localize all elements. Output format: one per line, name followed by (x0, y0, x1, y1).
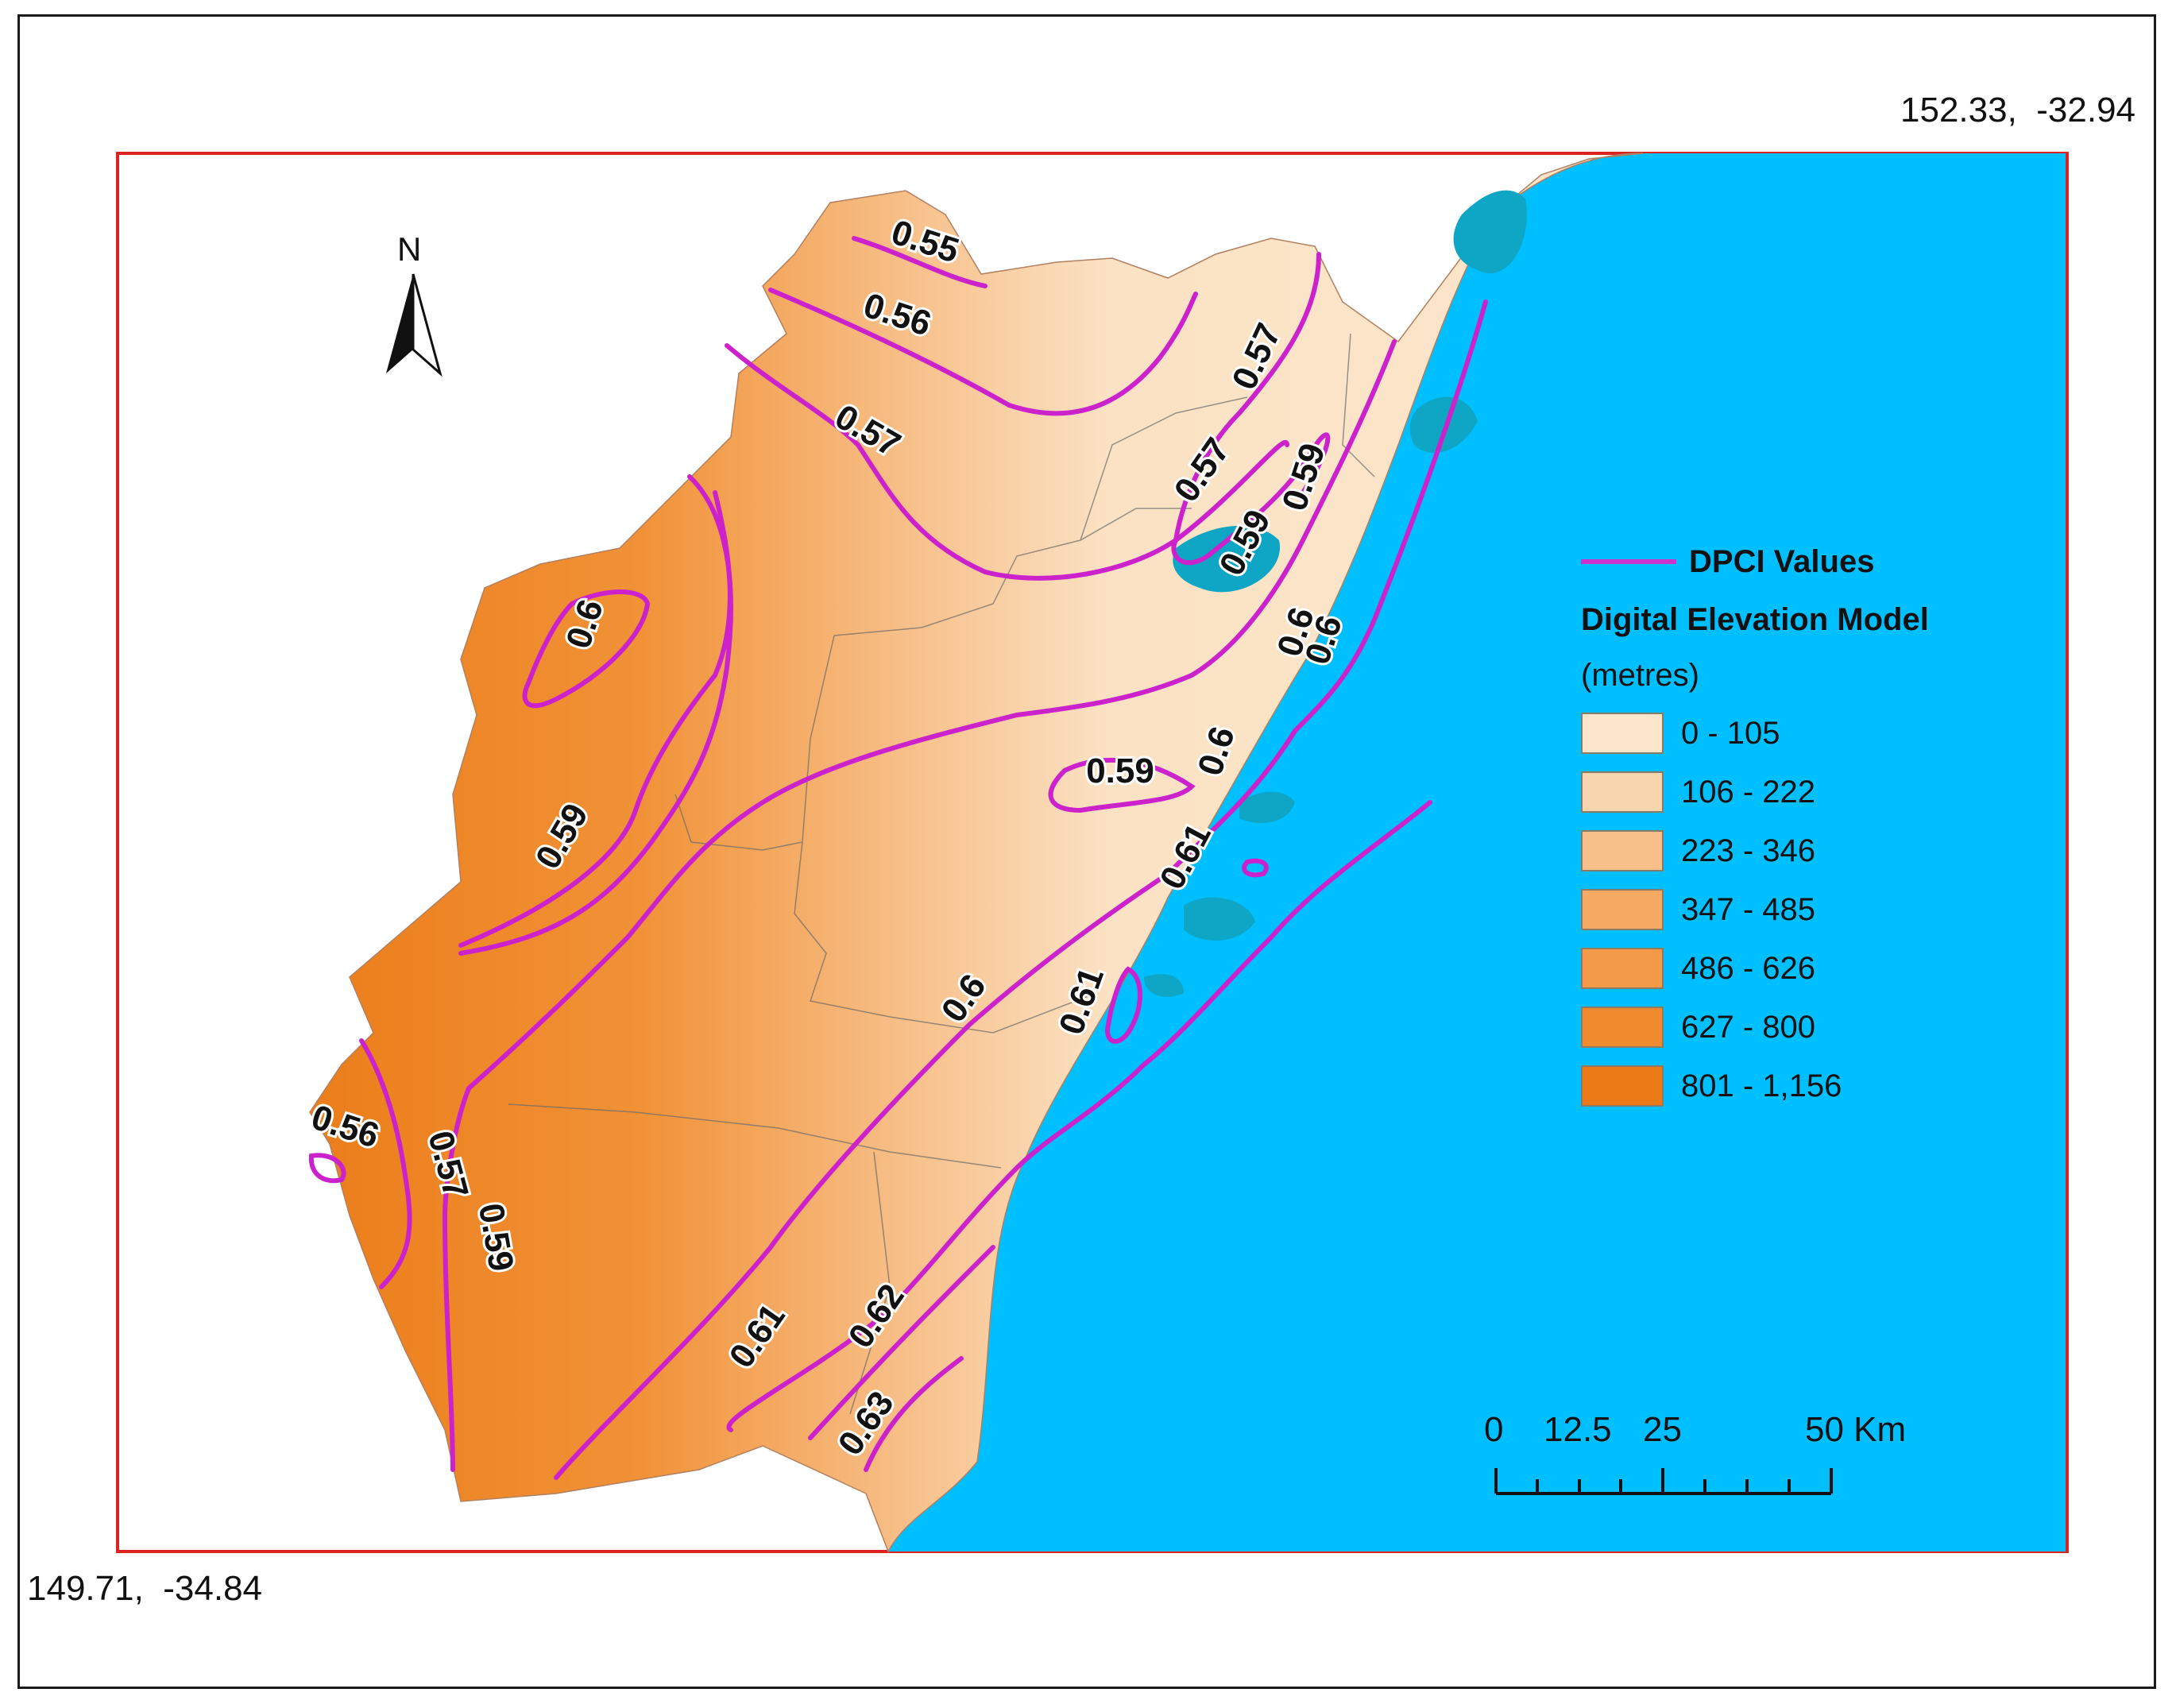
legend-class-5: 627 - 800 (1581, 998, 2026, 1057)
isoline-06-loop (522, 589, 651, 709)
legend-class-label: 0 - 105 (1681, 715, 1780, 751)
isoline-059-west (458, 490, 732, 948)
legend-class-label: 106 - 222 (1681, 774, 1816, 810)
legend-classes: 0 - 105 106 - 222 223 - 346 347 - 485 48… (1581, 704, 2026, 1115)
isoline-059-east (442, 339, 1397, 1472)
isoline-057-east (1171, 252, 1331, 566)
legend-swatch (1581, 771, 1664, 813)
scalebar-tick-1: 12.5 (1544, 1410, 1612, 1449)
legend-class-label: 486 - 626 (1681, 950, 1816, 986)
isoline-055 (852, 236, 988, 288)
isoline-062 (808, 1245, 995, 1440)
isoline-061-coast (726, 800, 1432, 1432)
map-legend: DPCI Values Digital Elevation Model (met… (1581, 534, 2026, 1115)
legend-swatch (1581, 713, 1664, 754)
legend-dem-title: Digital Elevation Model (1581, 602, 1929, 637)
legend-class-1: 106 - 222 (1581, 763, 2026, 821)
isoline-061-loop (1105, 966, 1142, 1044)
scalebar-tick-3: 50 Km (1805, 1410, 1907, 1449)
scalebar-tick-0: 0 (1484, 1410, 1504, 1449)
legend-dem-unit: (metres) (1581, 658, 1699, 693)
district-boundaries (508, 333, 1375, 1415)
legend-class-label: 627 - 800 (1681, 1009, 1816, 1045)
isoline-06-coast (554, 299, 1488, 1480)
legend-swatch (1581, 830, 1664, 871)
isoline-057-west (359, 1038, 412, 1289)
ocean (888, 153, 2066, 1551)
legend-class-2: 223 - 346 (1581, 821, 2026, 880)
legend-class-4: 486 - 626 (1581, 939, 2026, 998)
isoline-056-west (308, 1153, 346, 1184)
north-arrow-icon (386, 273, 443, 377)
scalebar-tick-2: 25 (1643, 1410, 1682, 1449)
dpci-line-swatch (1581, 559, 1676, 564)
legend-class-0: 0 - 105 (1581, 704, 2026, 763)
corner-coordinate-northeast: 152.33, -32.94 (1900, 91, 2136, 129)
legend-class-label: 801 - 1,156 (1681, 1068, 1842, 1103)
corner-coordinate-southwest: 149.71, -34.84 (27, 1569, 263, 1608)
isoline-057-north (725, 343, 1289, 581)
dpci-label: 0.59 (1086, 752, 1154, 790)
legend-swatch (1581, 948, 1664, 989)
legend-class-label: 347 - 485 (1681, 891, 1816, 927)
isoline-061-small (1242, 858, 1269, 878)
isoline-059-loop (1048, 757, 1196, 813)
legend-dpci-row: DPCI Values (1581, 534, 2026, 589)
isoline-056-north (768, 288, 1198, 416)
legend-swatch (1581, 889, 1664, 930)
legend-class-3: 347 - 485 (1581, 880, 2026, 939)
isoline-063 (864, 1356, 964, 1472)
legend-swatch (1581, 1065, 1664, 1107)
legend-swatch (1581, 1007, 1664, 1048)
north-arrow-label: N (397, 230, 422, 268)
legend-class-6: 801 - 1,156 (1581, 1057, 2026, 1115)
legend-class-label: 223 - 346 (1681, 833, 1816, 868)
estuaries (1144, 190, 1527, 997)
dpci-isolines (308, 236, 1488, 1480)
legend-dpci-label: DPCI Values (1689, 543, 1875, 579)
scale-bar (1494, 1468, 1833, 1495)
